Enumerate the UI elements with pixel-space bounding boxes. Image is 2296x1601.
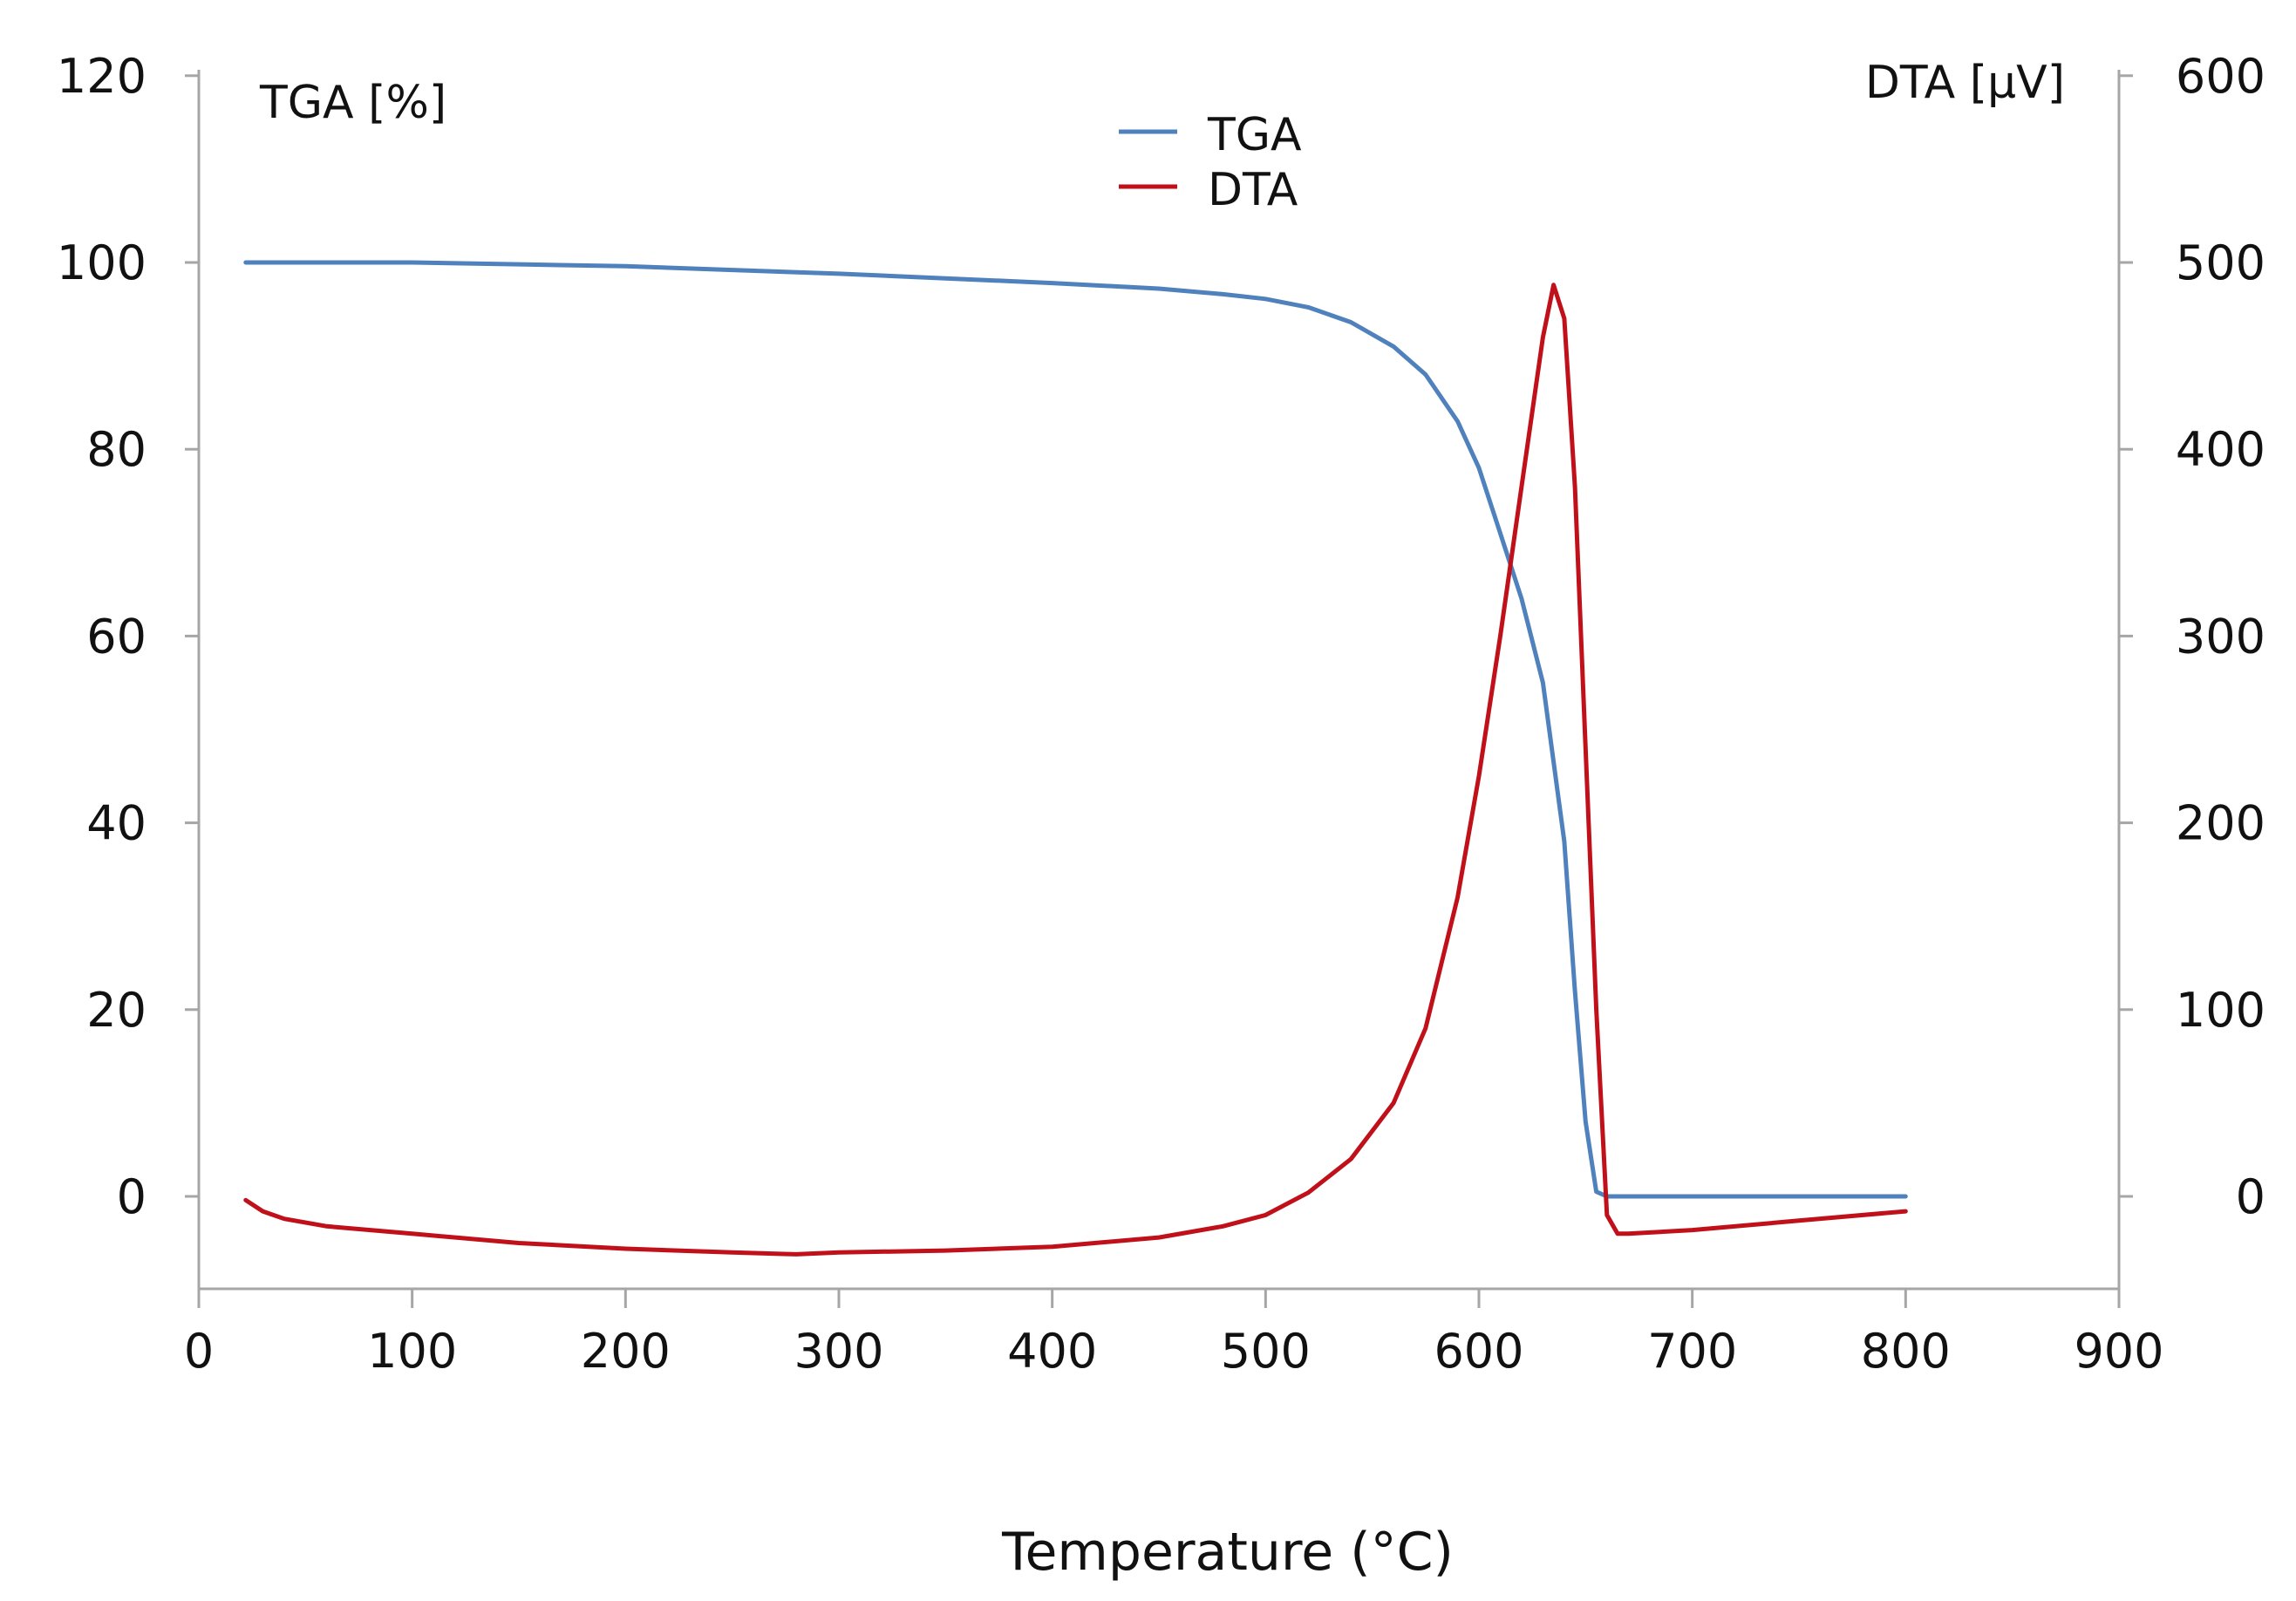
x-tick-label: 500	[1221, 1324, 1311, 1379]
right-tick-label: 200	[2176, 796, 2265, 851]
left-axis-title: TGA [%]	[259, 77, 446, 129]
right-tick-label: 0	[2236, 1169, 2265, 1224]
x-tick-label: 900	[2074, 1324, 2163, 1379]
left-tick-label: 40	[86, 796, 146, 851]
x-tick-label: 200	[581, 1324, 671, 1379]
right-tick-label: 300	[2176, 609, 2265, 664]
x-tick-label: 700	[1647, 1324, 1737, 1379]
left-tick-label: 100	[57, 235, 146, 290]
legend: TGA DTA	[1119, 109, 1302, 216]
axes: 0 100 200 300 400 500 600 700 800 900 0 20 40 60 80 100…	[57, 49, 2265, 1379]
x-tick-label: 0	[184, 1324, 214, 1379]
x-tick-label: 400	[1007, 1324, 1097, 1379]
x-tick-label: 800	[1861, 1324, 1951, 1379]
x-tick-label: 300	[794, 1324, 883, 1379]
legend-label-dta: DTA	[1208, 164, 1298, 216]
left-tick-label: 80	[86, 422, 146, 477]
right-tick-label: 400	[2176, 422, 2265, 477]
right-tick-label: 100	[2176, 983, 2265, 1038]
x-tick-label: 100	[367, 1324, 457, 1379]
left-tick-label: 20	[86, 983, 146, 1038]
right-tick-label: 600	[2176, 49, 2265, 104]
left-tick-label: 0	[117, 1169, 146, 1224]
legend-label-tga: TGA	[1207, 109, 1302, 161]
series-line-tga	[243, 260, 1908, 1199]
right-axis-title: DTA [μV]	[1865, 57, 2065, 109]
x-tick-label: 600	[1434, 1324, 1523, 1379]
right-tick-label: 500	[2176, 235, 2265, 290]
plot-area	[243, 260, 1908, 1257]
left-tick-label: 120	[57, 49, 146, 104]
x-axis-title: Temperature (°C)	[1001, 1522, 1454, 1583]
left-tick-label: 60	[86, 609, 146, 664]
series-line-dta	[243, 283, 1908, 1257]
